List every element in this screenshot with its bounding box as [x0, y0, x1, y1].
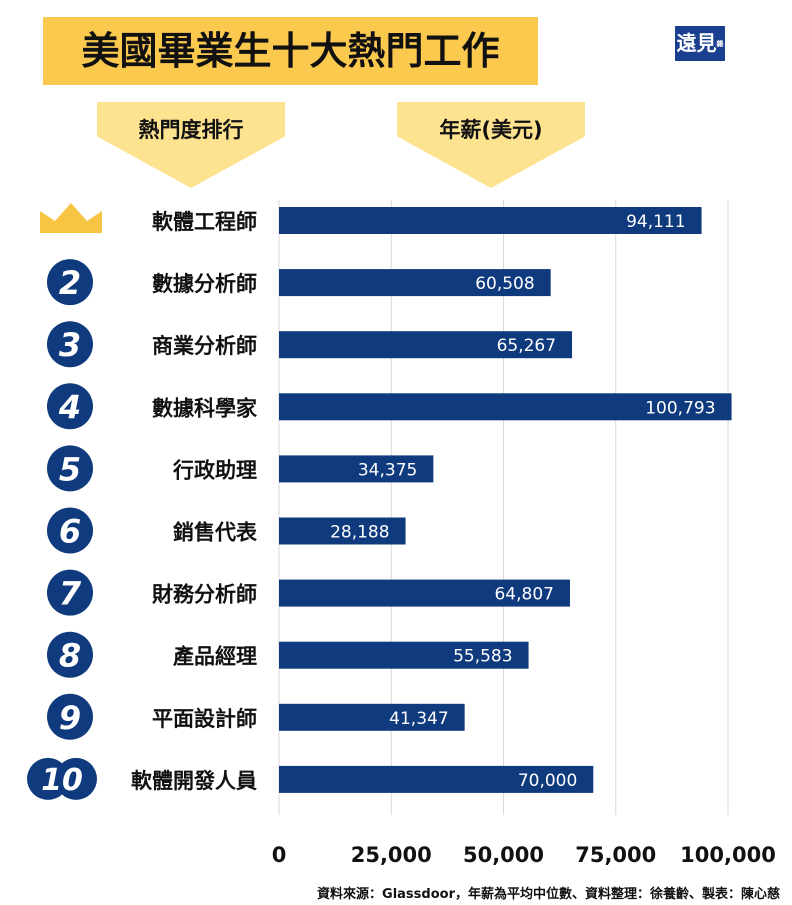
rank-number: 2	[59, 264, 81, 302]
bar-value-label: 70,000	[518, 771, 577, 791]
bar	[279, 641, 529, 669]
logo: 遠見雜誌	[675, 26, 725, 83]
bar	[279, 393, 732, 421]
x-tick-label: 50,000	[463, 843, 544, 867]
category-label: 軟體開發人員	[131, 769, 257, 793]
rank-number: 4	[58, 388, 81, 426]
rank-number: 8	[59, 637, 81, 675]
bar	[279, 703, 465, 731]
source-footer: 資料來源：Glassdoor，年薪為平均中位數、資料整理：徐養齡、製表：陳心慈	[317, 887, 780, 902]
category-label: 產品經理	[173, 645, 257, 669]
bar	[279, 517, 406, 545]
rank-badge	[47, 569, 93, 616]
x-tick-label: 100,000	[680, 843, 776, 867]
bar-value-label: 41,347	[389, 709, 448, 729]
bar-chart: 0 25,000 50,000 75,000 100,000 94,111 軟體工程師 60,…	[27, 200, 776, 867]
category-label: 銷售代表	[173, 521, 258, 545]
bar	[279, 331, 573, 359]
category-label: 軟體工程師	[152, 210, 257, 234]
bar	[279, 579, 570, 607]
bar	[279, 765, 594, 793]
rank-badge	[47, 259, 93, 306]
rank-badge	[47, 631, 93, 678]
x-tick-label: 75,000	[575, 843, 656, 867]
rank-number: 10	[41, 763, 83, 798]
x-tick-label: 0	[272, 843, 287, 867]
bar-value-label: 55,583	[453, 647, 512, 667]
category-label: 財務分析師	[152, 583, 257, 607]
rank-badge	[47, 693, 93, 740]
bar-value-label: 28,188	[330, 523, 389, 543]
bar-value-label: 60,508	[475, 274, 534, 294]
page-title: 美國畢業生十大熱門工作	[43, 17, 538, 85]
category-label: 行政助理	[172, 458, 257, 482]
bar-value-label: 65,267	[497, 336, 556, 356]
rank-badge	[47, 445, 93, 492]
bar-value-label: 100,793	[645, 398, 715, 418]
category-label: 數據分析師	[152, 272, 257, 296]
bar	[279, 269, 551, 297]
bar-value-label: 64,807	[494, 585, 553, 605]
rank-number: 3	[59, 326, 81, 364]
rank-badge	[55, 757, 97, 800]
rank-badge	[47, 507, 93, 554]
rank-number: 5	[59, 450, 81, 488]
bar	[279, 207, 702, 234]
category-label: 平面設計師	[152, 707, 257, 731]
rank-badge	[47, 321, 93, 368]
bar-value-label: 94,111	[626, 212, 685, 232]
category-label: 數據科學家	[152, 396, 258, 420]
bar	[279, 455, 434, 483]
bar-value-label: 34,375	[358, 460, 417, 480]
rank-number: 9	[59, 699, 81, 737]
rank-number: 6	[59, 513, 81, 551]
rank-badge	[47, 383, 93, 430]
x-tick-label: 25,000	[351, 843, 432, 867]
crown-icon	[40, 203, 102, 233]
category-label: 商業分析師	[152, 334, 257, 358]
rank-number: 7	[59, 575, 82, 613]
